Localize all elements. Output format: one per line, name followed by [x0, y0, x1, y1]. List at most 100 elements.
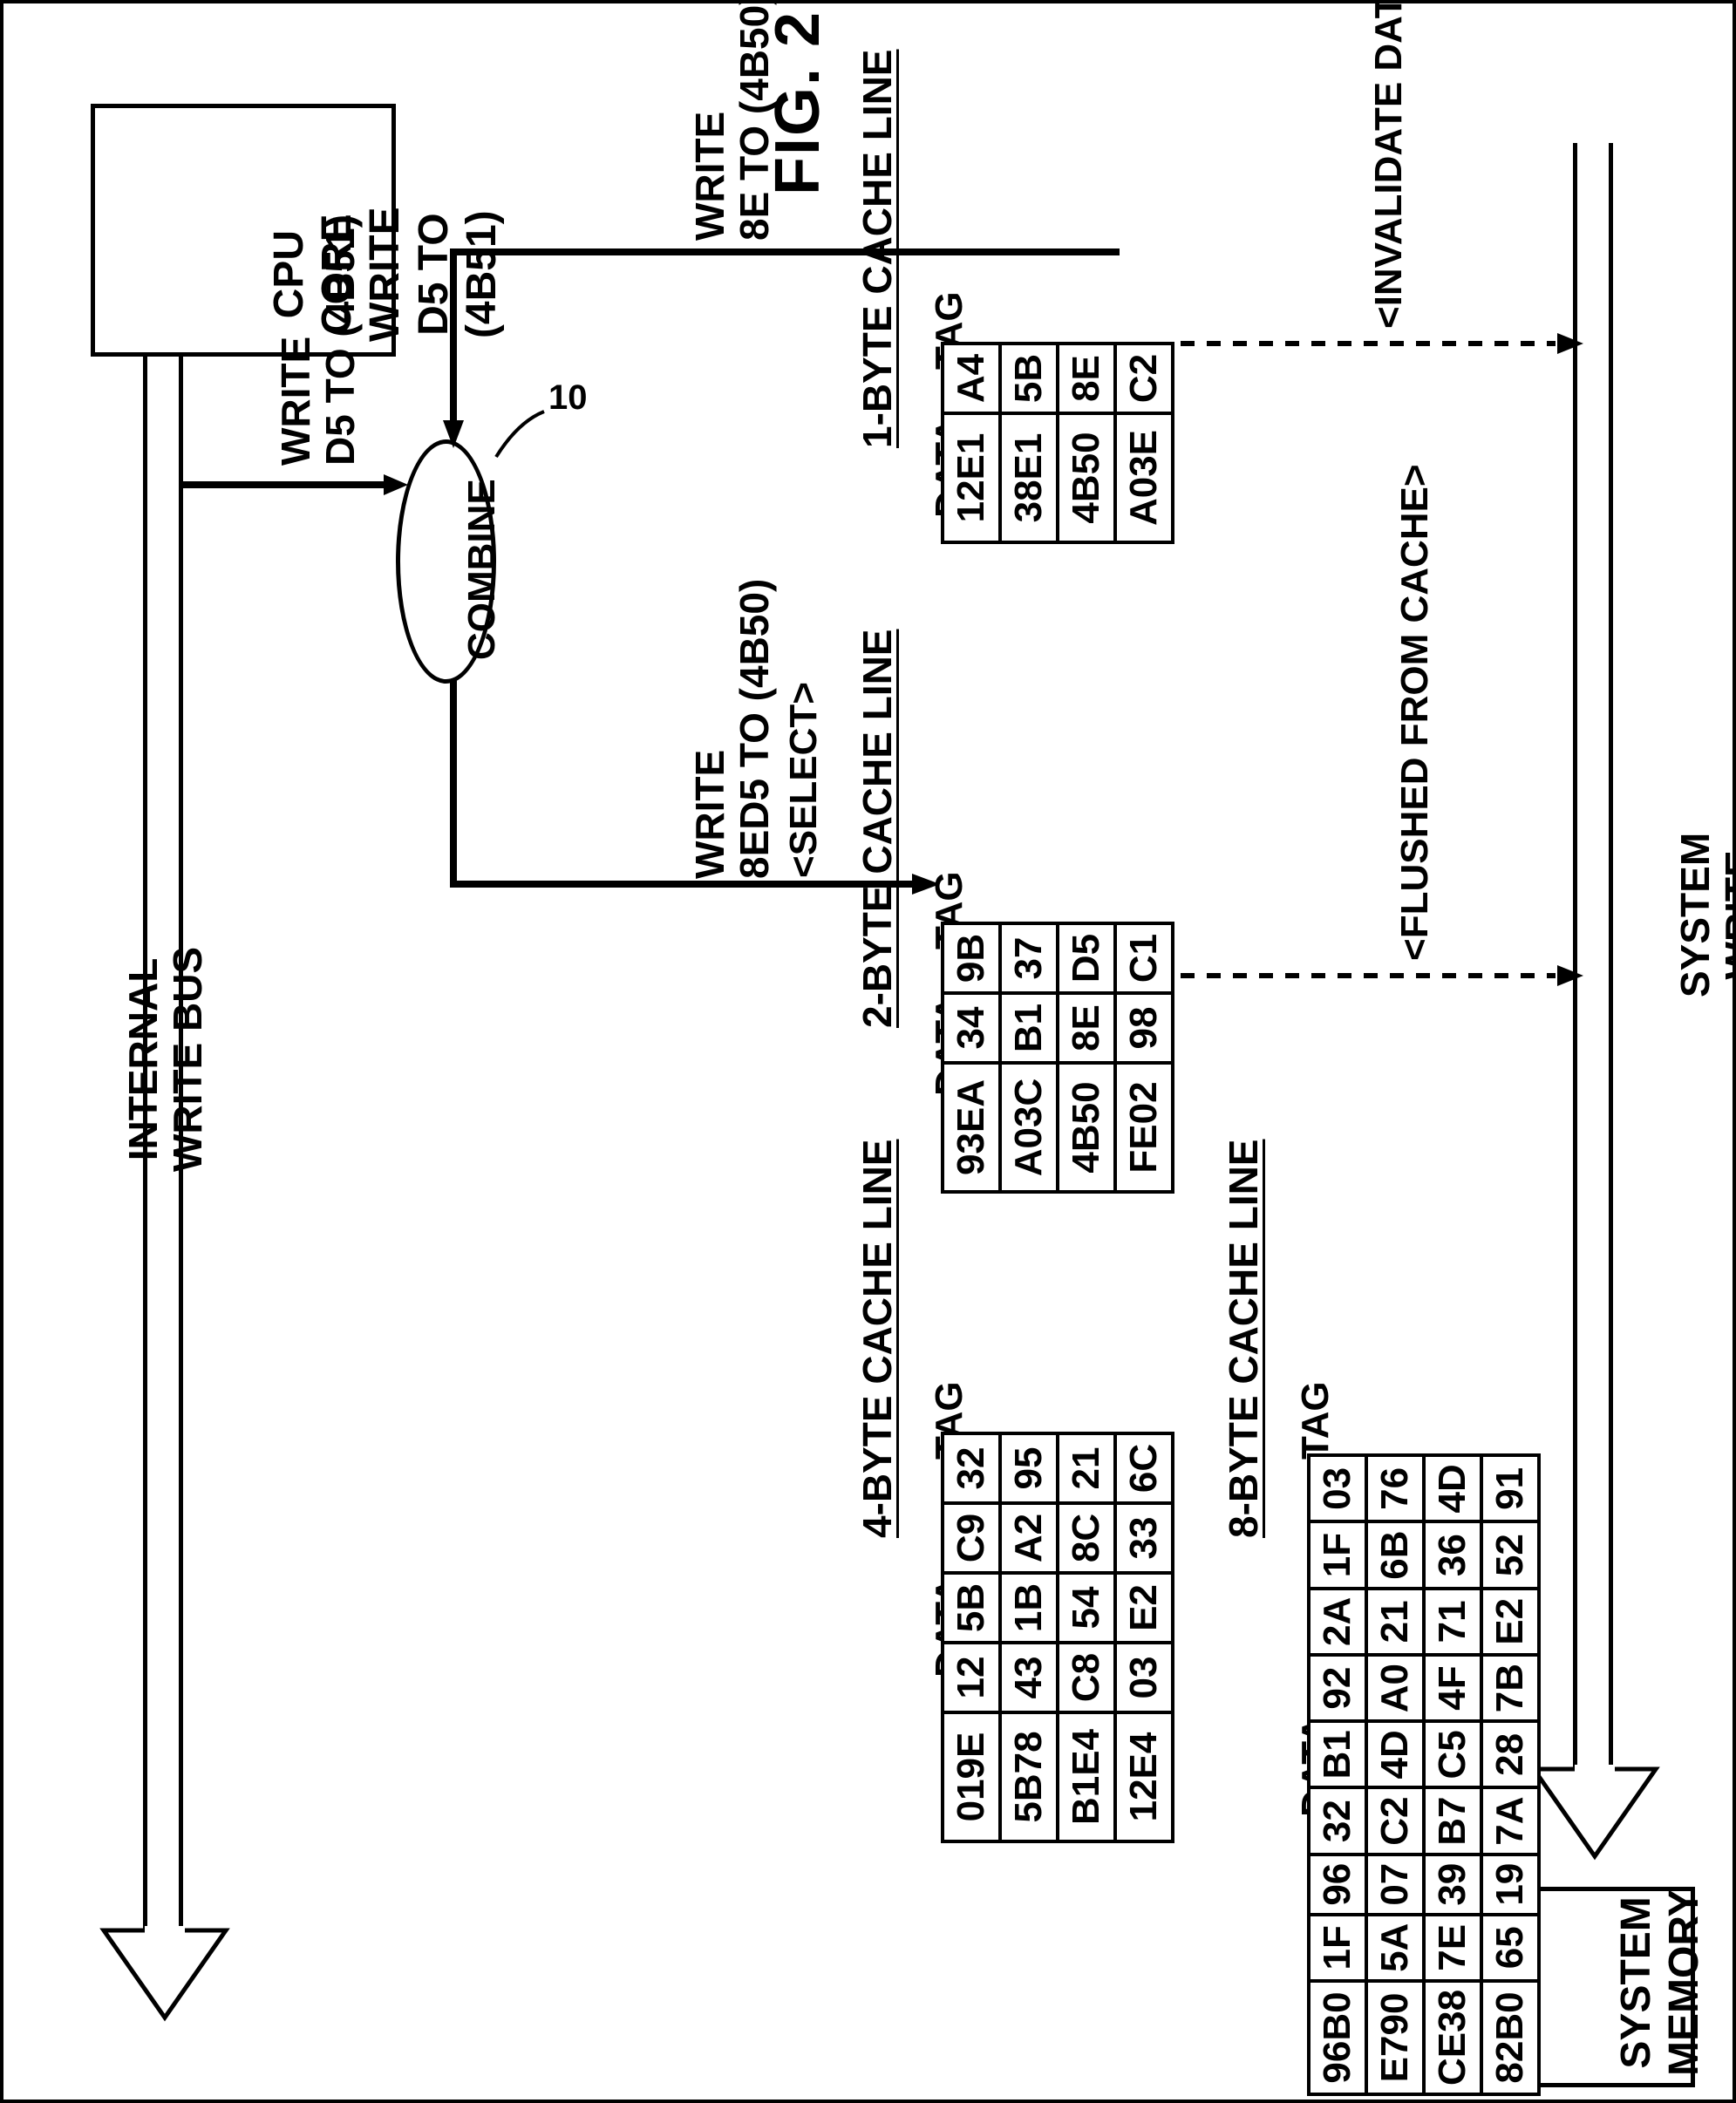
- data-cell: B1: [1000, 993, 1058, 1063]
- system-bus-arrowhead: [1534, 1769, 1656, 1865]
- data-cell: 96: [1309, 1855, 1366, 1915]
- label-invalidate: <INVALIDATE DATA>: [1368, 0, 1410, 329]
- data-cell: 8C: [1058, 1503, 1115, 1573]
- data-cell: 8E: [1058, 993, 1115, 1063]
- data-cell: 1F: [1309, 1915, 1366, 1981]
- arrow-cpu-to-combine: [183, 474, 410, 495]
- cache4-table: 019E125BC9325B78431BA295B1E4C8548C2112E4…: [941, 1432, 1174, 1843]
- tag-cell: B1E4: [1058, 1712, 1115, 1841]
- tag-cell: E790: [1366, 1981, 1424, 2094]
- tag-cell: 82B0: [1481, 1981, 1539, 2094]
- data-cell: 7E: [1424, 1915, 1481, 1981]
- arrow-cache1-to-combine: [431, 239, 1128, 466]
- system-bus-label: SYSTEMWRITEBUS: [1673, 833, 1736, 997]
- data-cell: 76: [1366, 1455, 1424, 1521]
- cache8-title: 8-BYTE CACHE LINE: [1220, 1140, 1267, 1538]
- data-cell: 28: [1481, 1721, 1539, 1787]
- data-cell: C9: [943, 1503, 1000, 1573]
- data-cell: 92: [1309, 1655, 1366, 1721]
- table-row: A03CB137: [1000, 923, 1058, 1192]
- data-cell: E2: [1115, 1573, 1173, 1643]
- internal-bus-label: INTERNALWRITE BUS: [121, 947, 209, 1172]
- data-cell: 4F: [1424, 1655, 1481, 1721]
- data-cell: 37: [1000, 923, 1058, 993]
- data-cell: 1B: [1000, 1573, 1058, 1643]
- cache8-tag-hdr: TAG: [1294, 1381, 1338, 1460]
- tag-cell: A03C: [1000, 1063, 1058, 1192]
- data-cell: 03: [1309, 1455, 1366, 1521]
- table-row: 12E403E2336C: [1115, 1433, 1173, 1841]
- data-cell: 34: [943, 993, 1000, 1063]
- combine-label: COMBINE: [461, 479, 503, 660]
- cache8-table-wrap: 96B01F9632B1922A1F03E7905A07C24DA0216B76…: [1307, 1453, 1541, 2096]
- data-cell: B1: [1309, 1721, 1366, 1787]
- data-cell: 4D: [1366, 1721, 1424, 1787]
- cache4-title: 4-BYTE CACHE LINE: [854, 1140, 901, 1538]
- system-bus-shaft: [1573, 143, 1613, 1773]
- table-row: 82B065197A287BE25291: [1481, 1455, 1539, 2094]
- tag-cell: CE38: [1424, 1981, 1481, 2094]
- data-cell: D5: [1058, 923, 1115, 993]
- data-cell: 52: [1481, 1521, 1539, 1588]
- table-row: FE0298C1: [1115, 923, 1173, 1192]
- cache2-title: 2-BYTE CACHE LINE: [854, 630, 901, 1028]
- data-cell: 19: [1481, 1855, 1539, 1915]
- combine-oval: COMBINE: [396, 439, 496, 684]
- data-cell: 21: [1366, 1589, 1424, 1655]
- cache2-table-wrap: 93EA349BA03CB1374B508ED5FE0298C1: [941, 922, 1174, 1194]
- table-row: 019E125BC932: [943, 1433, 1000, 1841]
- cache8-table: 96B01F9632B1922A1F03E7905A07C24DA0216B76…: [1307, 1453, 1541, 2096]
- data-cell: 4D: [1424, 1455, 1481, 1521]
- tag-cell: 4B50: [1058, 1063, 1115, 1192]
- tag-cell: 5B78: [1000, 1712, 1058, 1841]
- table-row: 5B78431BA295: [1000, 1433, 1058, 1841]
- tag-cell: 019E: [943, 1712, 1000, 1841]
- table-row: 96B01F9632B1922A1F03: [1309, 1455, 1366, 2094]
- label-cpu-to-combine: WRITED5 TO (4B51): [274, 214, 362, 466]
- label-flushed: <FLUSHED FROM CACHE>: [1394, 464, 1436, 961]
- data-cell: 71: [1424, 1589, 1481, 1655]
- tag-cell: 93EA: [943, 1063, 1000, 1192]
- table-row: E7905A07C24DA0216B76: [1366, 1455, 1424, 2094]
- data-cell: 7B: [1481, 1655, 1539, 1721]
- cache2-table: 93EA349BA03CB1374B508ED5FE0298C1: [941, 922, 1174, 1194]
- tag-cell: FE02: [1115, 1063, 1173, 1192]
- data-cell: 5B: [943, 1573, 1000, 1643]
- data-cell: B7: [1424, 1787, 1481, 1854]
- table-row: 93EA349B: [943, 923, 1000, 1192]
- data-cell: 95: [1000, 1433, 1058, 1503]
- data-cell: 43: [1000, 1643, 1058, 1712]
- data-cell: 98: [1115, 993, 1173, 1063]
- data-cell: 2A: [1309, 1589, 1366, 1655]
- data-cell: 6B: [1366, 1521, 1424, 1588]
- table-row: CE387E39B7C54F71364D: [1424, 1455, 1481, 2094]
- data-cell: 32: [943, 1433, 1000, 1503]
- data-cell: 6C: [1115, 1433, 1173, 1503]
- data-cell: 36: [1424, 1521, 1481, 1588]
- data-cell: 9B: [943, 923, 1000, 993]
- data-cell: 07: [1366, 1855, 1424, 1915]
- data-cell: 39: [1424, 1855, 1481, 1915]
- data-cell: 65: [1481, 1915, 1539, 1981]
- data-cell: 7A: [1481, 1787, 1539, 1854]
- data-cell: 5A: [1366, 1915, 1424, 1981]
- cpu-line-1: WRITE: [362, 207, 408, 342]
- label-select: <SELECT>: [783, 682, 825, 878]
- cache4-table-wrap: 019E125BC9325B78431BA295B1E4C8548C2112E4…: [941, 1432, 1174, 1843]
- tag-cell: 12E4: [1115, 1712, 1173, 1841]
- table-row: B1E4C8548C21: [1058, 1433, 1115, 1841]
- internal-bus-arrowhead: [104, 1930, 226, 2026]
- data-cell: 91: [1481, 1455, 1539, 1521]
- data-cell: E2: [1481, 1589, 1539, 1655]
- data-cell: C2: [1366, 1787, 1424, 1854]
- data-cell: 33: [1115, 1503, 1173, 1573]
- arrow-invalidate: [1181, 333, 1590, 354]
- data-cell: A2: [1000, 1503, 1058, 1573]
- table-row: 4B508ED5: [1058, 923, 1115, 1192]
- data-cell: 32: [1309, 1787, 1366, 1854]
- data-cell: 1F: [1309, 1521, 1366, 1588]
- data-cell: C5: [1424, 1721, 1481, 1787]
- system-memory-text: SYSTEMMEMORY: [1612, 1889, 1708, 2076]
- label-combine-to-cache2: WRITE8ED5 TO (4B50): [688, 579, 776, 879]
- data-cell: 54: [1058, 1573, 1115, 1643]
